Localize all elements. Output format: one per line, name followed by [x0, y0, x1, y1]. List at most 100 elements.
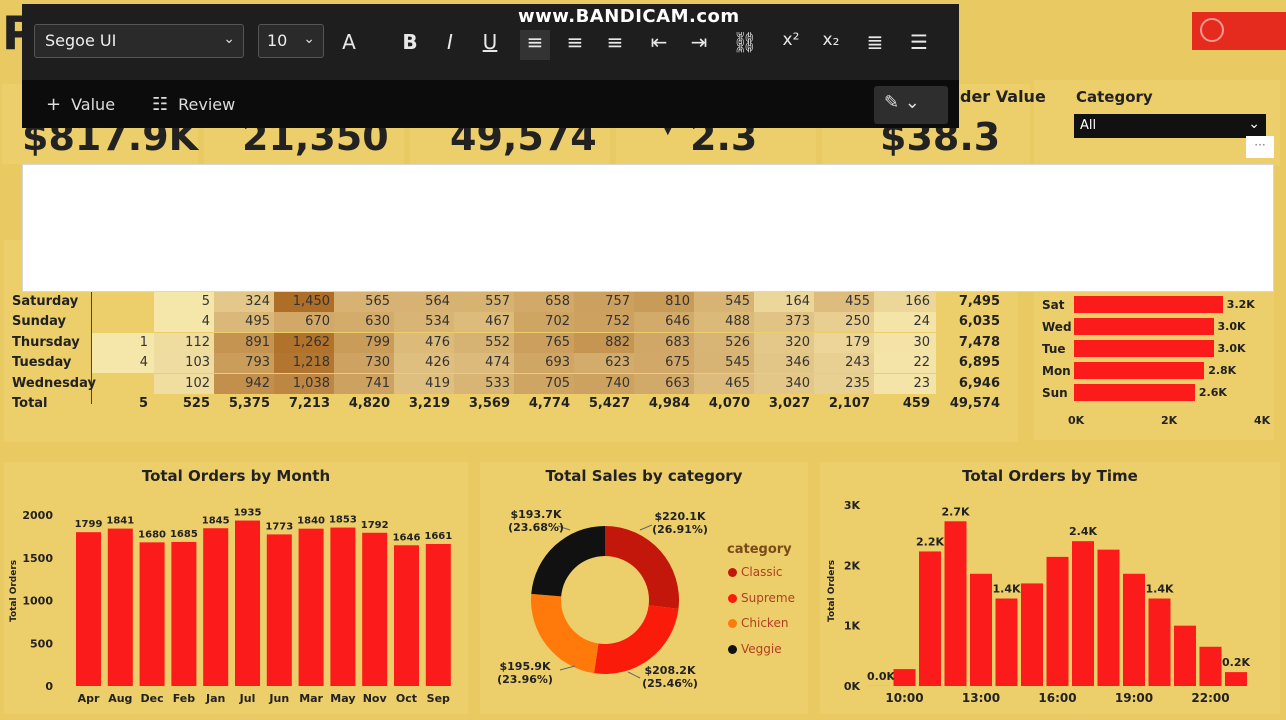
- text-format-toolbar: Segoe UI ⌄ 10 ⌄ A B I U ≡ ≡ ≡ ⇤ ⇥ ⛓ x² x₂ …: [22, 4, 959, 128]
- bar[interactable]: [1199, 646, 1222, 686]
- outdent-button[interactable]: ⇤: [650, 30, 668, 54]
- bar-data-label: 2.4K: [1069, 525, 1097, 538]
- align-left-button[interactable]: ≡: [520, 30, 550, 60]
- bar[interactable]: [893, 669, 916, 686]
- record-button[interactable]: [1192, 12, 1286, 50]
- bar[interactable]: [1072, 541, 1094, 686]
- bar[interactable]: [235, 520, 260, 686]
- table-cell: 179: [814, 333, 876, 353]
- bar[interactable]: [1148, 598, 1171, 686]
- table-cell: 630: [334, 312, 396, 332]
- chevron-down-icon: ⌄: [303, 31, 315, 47]
- row-total: 7,495: [958, 294, 1000, 309]
- bar[interactable]: [298, 528, 324, 686]
- y-tick-label: 500: [30, 637, 53, 650]
- table-cell: 557: [454, 292, 516, 312]
- bar[interactable]: [944, 521, 967, 686]
- bar[interactable]: [1074, 340, 1214, 357]
- table-cell: 30: [874, 333, 936, 353]
- slicer-title: Category: [1076, 88, 1153, 106]
- x-tick-label: Jan: [205, 692, 225, 705]
- donut-slice[interactable]: [531, 593, 599, 674]
- bar[interactable]: [1074, 296, 1223, 313]
- bar[interactable]: [330, 527, 356, 686]
- x-tick-label: Sep: [427, 692, 450, 705]
- bar[interactable]: [1074, 384, 1195, 401]
- x-tick-label: 22:00: [1191, 691, 1229, 705]
- legend-item[interactable]: Supreme: [728, 591, 795, 605]
- align-right-button[interactable]: ≡: [606, 30, 624, 54]
- table-cell: 5,427: [588, 396, 630, 411]
- bar[interactable]: [1046, 556, 1069, 686]
- dropdown-value: All: [1080, 118, 1097, 133]
- bar[interactable]: [425, 543, 451, 686]
- bar-data-label: 0.0K: [867, 670, 895, 683]
- table-cell: 942: [214, 374, 276, 394]
- bar-data-label: 1646: [393, 532, 421, 543]
- bar-data-label: 1845: [202, 515, 230, 526]
- row-total: 6,946: [958, 376, 1000, 391]
- superscript-button[interactable]: x²: [782, 30, 800, 50]
- table-cell: 4,774: [528, 396, 570, 411]
- bar[interactable]: [970, 573, 992, 686]
- bar[interactable]: [1021, 583, 1043, 686]
- x-tick-label: Feb: [173, 692, 196, 705]
- text-box[interactable]: [22, 164, 1274, 292]
- font-color-button[interactable]: A: [342, 30, 356, 54]
- legend-item[interactable]: Classic: [728, 565, 783, 579]
- table-cell: 1,038: [274, 374, 336, 394]
- table-cell: 23: [874, 374, 936, 394]
- spellcheck-button[interactable]: ✎ ⌄: [874, 86, 948, 124]
- review-button[interactable]: ☷ Review: [152, 94, 235, 115]
- table-cell: 7,213: [288, 396, 330, 411]
- link-button[interactable]: ⛓: [732, 30, 758, 54]
- italic-button[interactable]: I: [447, 30, 453, 54]
- bar[interactable]: [76, 532, 101, 686]
- bar-data-label: 1840: [297, 516, 325, 527]
- y-tick-label: 2K: [844, 559, 861, 572]
- bar[interactable]: [266, 534, 292, 686]
- table-cell: 1,262: [274, 333, 336, 353]
- donut-slice[interactable]: [605, 526, 680, 609]
- row-header: Thursday: [12, 335, 80, 350]
- bar[interactable]: [362, 532, 388, 686]
- category-dropdown[interactable]: All ⌄: [1074, 114, 1266, 138]
- bar[interactable]: [139, 542, 165, 686]
- align-center-button[interactable]: ≡: [566, 30, 584, 54]
- legend-title: category: [727, 542, 792, 557]
- bar[interactable]: [1074, 362, 1205, 379]
- bar[interactable]: [1225, 672, 1247, 686]
- bar[interactable]: [171, 541, 197, 686]
- donut-slice[interactable]: [594, 605, 679, 674]
- row-header: Wednesday: [12, 376, 96, 391]
- row-header: Tuesday: [12, 355, 72, 370]
- indent-button[interactable]: ⇥: [690, 30, 708, 54]
- bar[interactable]: [394, 545, 419, 686]
- table-cell: 250: [814, 312, 876, 332]
- bar[interactable]: [107, 528, 133, 686]
- table-cell: 693: [514, 353, 576, 373]
- font-select[interactable]: Segoe UI ⌄: [34, 24, 244, 58]
- bar[interactable]: [1074, 318, 1214, 335]
- subscript-button[interactable]: x₂: [822, 30, 840, 50]
- legend-item[interactable]: Chicken: [728, 616, 788, 630]
- value-button[interactable]: + Value: [46, 94, 115, 115]
- bold-button[interactable]: B: [402, 30, 418, 54]
- bullet-list-button[interactable]: ≣: [866, 30, 884, 54]
- bar-data-label: 2.2K: [916, 535, 944, 548]
- numbered-list-button[interactable]: ☰: [910, 30, 928, 54]
- x-tick-label: 2K: [1161, 414, 1178, 427]
- bar[interactable]: [203, 528, 229, 686]
- bar[interactable]: [1097, 549, 1120, 686]
- legend-item[interactable]: Veggie: [728, 642, 782, 656]
- donut-slice[interactable]: [531, 526, 605, 597]
- bar[interactable]: [1123, 573, 1145, 686]
- bar[interactable]: [995, 598, 1018, 686]
- underline-button[interactable]: U: [482, 30, 498, 54]
- bar-data-label: 0.2K: [1222, 656, 1250, 669]
- bar[interactable]: [1174, 625, 1196, 686]
- bar[interactable]: [919, 551, 941, 686]
- more-options-button[interactable]: ···: [1246, 136, 1274, 158]
- triangle-icon: ▼: [664, 126, 672, 137]
- font-size-select[interactable]: 10 ⌄: [258, 24, 324, 58]
